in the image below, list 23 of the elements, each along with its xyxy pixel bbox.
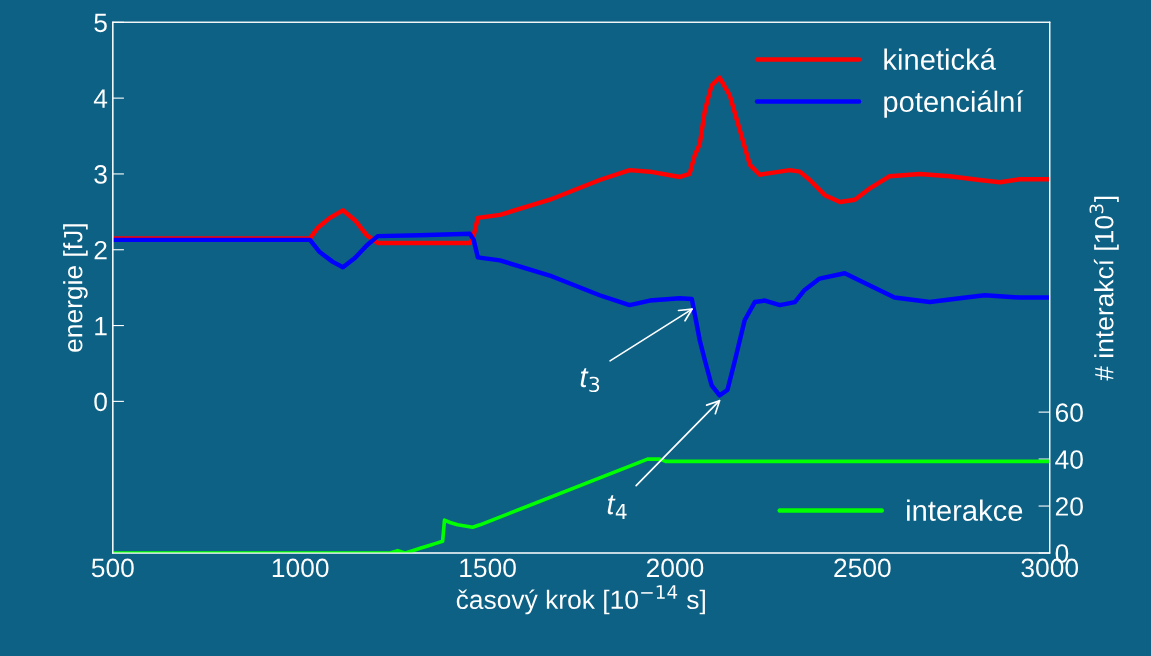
y2-tick-label: 60 [1055, 403, 1083, 422]
x-axis-title: časový krok [10$^{−14}$ s] [456, 585, 705, 615]
legend-label: potenciální [884, 90, 1024, 118]
y2-tick-label: 20 [1055, 497, 1083, 516]
y-axis-title: energie [fJ] [63, 224, 88, 352]
y-tick-label: 1 [95, 316, 107, 336]
line-series [112, 231, 1050, 398]
annotation: t$_{4}$ [607, 495, 627, 519]
y2-tick-label: 40 [1055, 450, 1083, 469]
y-tick-label: 3 [94, 165, 107, 184]
y-tick-label: 2 [94, 240, 107, 260]
legend-label: interakce [907, 499, 1023, 521]
x-tick-label: 500 [91, 558, 134, 578]
y2-axis-title: # interakcí [10$^{3}$] [1089, 196, 1119, 381]
annotation: t$_{3}$ [580, 368, 600, 393]
x-tick-label: 1000 [272, 558, 329, 578]
legend-label: kinetická [884, 48, 996, 70]
x-tick-label: 2500 [834, 558, 891, 578]
y-tick-label: 0 [94, 392, 107, 412]
y-tick-label: 4 [93, 89, 108, 108]
x-tick-label: 1500 [460, 558, 516, 578]
y-tick-label: 5 [94, 13, 107, 33]
x-tick-label: 2000 [646, 558, 704, 578]
